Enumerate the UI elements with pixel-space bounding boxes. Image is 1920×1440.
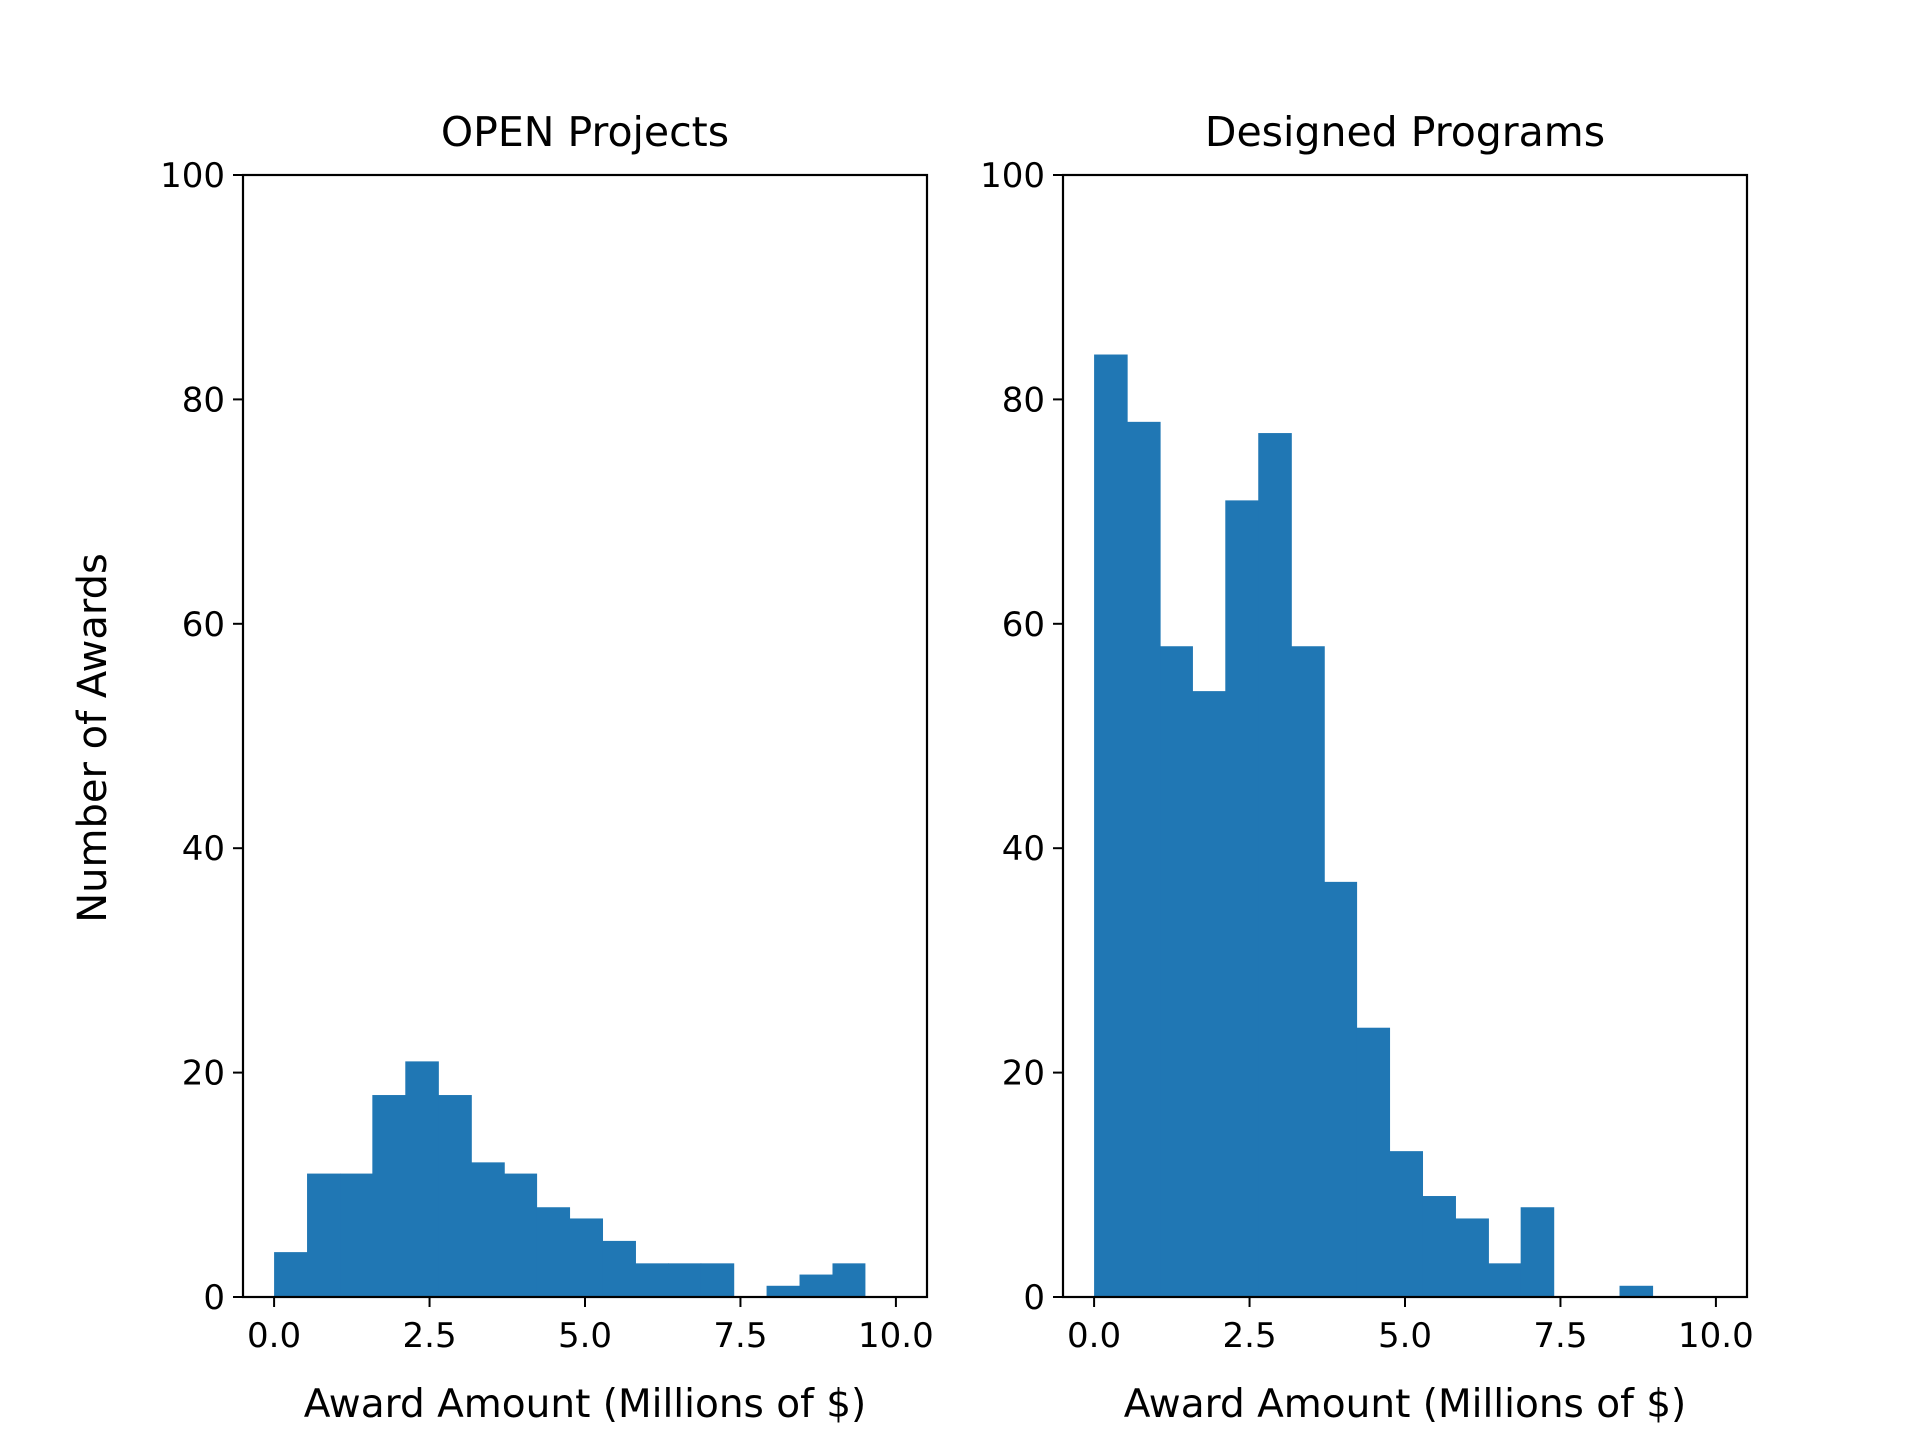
y-tick-label: 0 (203, 1278, 225, 1318)
histogram-bar (1094, 354, 1128, 1297)
x-axis-label: Award Amount (Millions of $) (304, 1382, 867, 1427)
histogram-bar (700, 1263, 735, 1297)
histogram-bar (1291, 646, 1325, 1297)
histogram-bar (1192, 691, 1226, 1297)
y-tick-label: 60 (182, 605, 225, 645)
y-tick-label: 80 (1002, 380, 1045, 420)
x-tick-label: 10.0 (1678, 1316, 1754, 1356)
shared-y-axis-label: Number of Awards (70, 553, 116, 923)
y-tick-label: 40 (182, 829, 225, 869)
x-tick-label: 5.0 (1378, 1316, 1432, 1356)
histogram-bar (1258, 433, 1292, 1297)
y-tick-label: 100 (980, 156, 1045, 196)
histogram-bar (1488, 1263, 1522, 1297)
histogram-bar (438, 1095, 472, 1297)
histogram-bar (536, 1207, 571, 1297)
y-tick-label: 0 (1023, 1278, 1045, 1318)
histogram-bar (635, 1263, 669, 1297)
histogram-bar (471, 1162, 505, 1297)
histogram-bar (1520, 1207, 1555, 1297)
axes-frame (241, 173, 929, 1299)
histogram-bar (1619, 1285, 1654, 1297)
x-tick-label: 0.0 (247, 1316, 301, 1356)
histogram-bar (668, 1263, 702, 1297)
chart-title: Designed Programs (1205, 108, 1605, 156)
histogram-bar (1225, 500, 1259, 1297)
histogram-bar (340, 1173, 373, 1297)
histogram-bar (1160, 646, 1193, 1297)
histogram-bar (569, 1218, 604, 1297)
histogram-bar (1356, 1027, 1391, 1297)
histogram-bar (1422, 1196, 1456, 1297)
histogram-bar (1455, 1218, 1489, 1297)
panel-designed-programs: 0.0 2.5 5.0 7.5 10.0 0 20 40 60 80 100 Designed Pro… (980, 108, 1754, 1427)
y-tick-label: 60 (1002, 605, 1045, 645)
x-tick-label: 5.0 (558, 1316, 612, 1356)
histogram-bar (307, 1173, 341, 1297)
chart-title: OPEN Projects (441, 108, 729, 156)
y-tick-label: 20 (1002, 1054, 1045, 1094)
x-tick-label: 7.5 (1533, 1316, 1587, 1356)
histogram-bar (1389, 1151, 1424, 1297)
y-tick-label: 80 (182, 380, 225, 420)
histogram-bar (602, 1240, 636, 1297)
x-tick-label: 0.0 (1067, 1316, 1121, 1356)
histogram-bar (504, 1173, 538, 1297)
x-tick-label: 10.0 (858, 1316, 934, 1356)
histogram-bar (1324, 881, 1358, 1297)
panel-open-projects: 0.0 2.5 5.0 7.5 10.0 0 20 40 60 80 100 OPEN Project… (160, 108, 934, 1427)
x-tick-label: 7.5 (713, 1316, 767, 1356)
histogram-bar (372, 1095, 406, 1297)
x-tick-label: 2.5 (403, 1316, 457, 1356)
histogram-bar (274, 1252, 308, 1297)
histogram-bar (1127, 421, 1161, 1298)
histogram-bar (405, 1061, 439, 1297)
y-tick-label: 40 (1002, 829, 1045, 869)
histogram-bar (799, 1274, 834, 1297)
histogram-bar (766, 1285, 801, 1297)
x-tick-label: 2.5 (1223, 1316, 1277, 1356)
y-tick-label: 100 (160, 156, 225, 196)
histogram-bar (832, 1263, 866, 1297)
x-axis-label: Award Amount (Millions of $) (1124, 1382, 1687, 1427)
y-tick-label: 20 (182, 1054, 225, 1094)
